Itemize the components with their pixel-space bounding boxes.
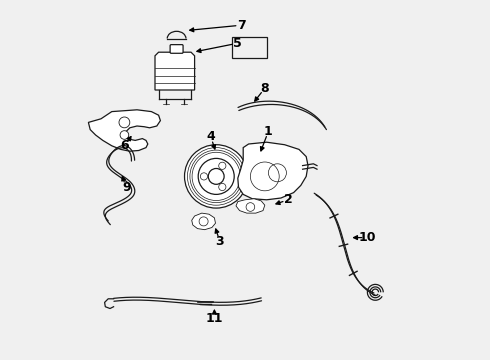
Text: 4: 4 xyxy=(206,130,215,143)
Polygon shape xyxy=(238,142,308,200)
Text: 2: 2 xyxy=(284,193,293,206)
Text: 3: 3 xyxy=(216,235,224,248)
Polygon shape xyxy=(88,110,160,151)
Circle shape xyxy=(219,162,226,170)
Text: 6: 6 xyxy=(120,139,129,152)
Circle shape xyxy=(200,173,208,180)
Circle shape xyxy=(198,158,234,194)
Polygon shape xyxy=(236,199,265,213)
Text: 10: 10 xyxy=(359,231,376,244)
Polygon shape xyxy=(192,213,216,230)
Polygon shape xyxy=(155,52,195,90)
Circle shape xyxy=(185,145,248,208)
Text: 11: 11 xyxy=(206,312,223,325)
FancyBboxPatch shape xyxy=(232,37,267,58)
Circle shape xyxy=(219,183,226,190)
Text: 9: 9 xyxy=(122,181,130,194)
FancyBboxPatch shape xyxy=(170,45,183,53)
Circle shape xyxy=(208,168,224,184)
Text: 7: 7 xyxy=(237,19,246,32)
Text: 1: 1 xyxy=(264,125,273,138)
Text: 5: 5 xyxy=(233,37,242,50)
Circle shape xyxy=(120,131,129,139)
Circle shape xyxy=(246,203,255,211)
Text: 8: 8 xyxy=(261,82,269,95)
Circle shape xyxy=(119,117,130,128)
